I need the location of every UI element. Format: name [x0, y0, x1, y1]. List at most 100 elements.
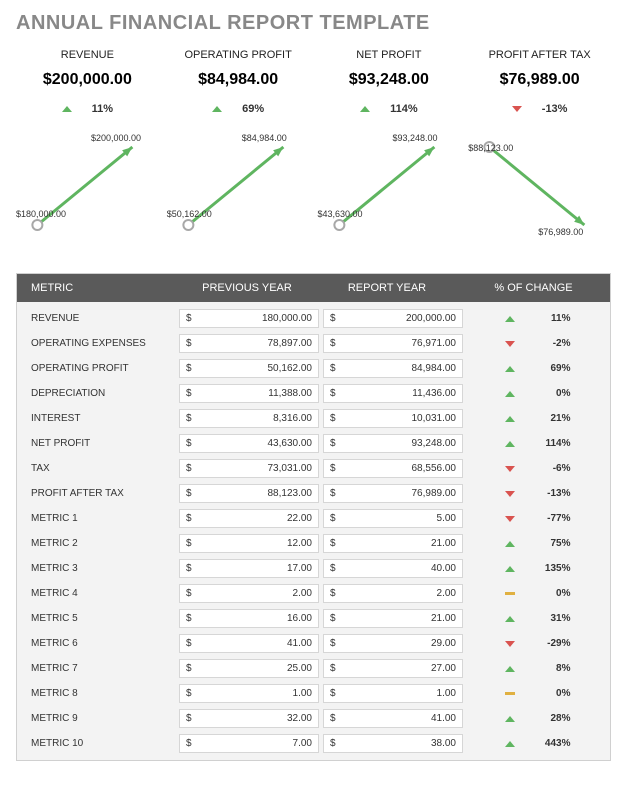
cell-change: 8% — [465, 663, 610, 674]
cell-current: $76,971.00 — [323, 334, 463, 353]
cell-previous: $12.00 — [179, 534, 319, 553]
cell-change: 75% — [465, 538, 610, 549]
metrics-table: METRIC PREVIOUS YEAR REPORT YEAR % OF CH… — [16, 273, 611, 761]
table-row: REVENUE$180,000.00$200,000.0011% — [17, 306, 610, 331]
cell-current: $21.00 — [323, 534, 463, 553]
arrow-up-icon — [505, 741, 515, 747]
table-body: REVENUE$180,000.00$200,000.0011%OPERATIN… — [17, 302, 610, 760]
spark-end-label: $93,248.00 — [393, 133, 438, 143]
cell-previous: $41.00 — [179, 634, 319, 653]
cell-change: 69% — [465, 363, 610, 374]
cell-metric: TAX — [17, 463, 177, 474]
cell-change: 28% — [465, 713, 610, 724]
table-row: METRIC 3$17.00$40.00135% — [17, 556, 610, 581]
arrow-up-icon — [505, 566, 515, 572]
table-row: METRIC 5$16.00$21.0031% — [17, 606, 610, 631]
arrow-flat-icon — [505, 592, 515, 595]
kpi-card: REVENUE$200,000.0011% — [16, 49, 159, 115]
kpi-label: PROFIT AFTER TAX — [468, 49, 611, 61]
kpi-label: OPERATING PROFIT — [167, 49, 310, 61]
cell-metric: OPERATING EXPENSES — [17, 338, 177, 349]
arrow-flat-icon — [505, 692, 515, 695]
cell-metric: METRIC 9 — [17, 713, 177, 724]
cell-current: $2.00 — [323, 584, 463, 603]
table-row: DEPRECIATION$11,388.00$11,436.000% — [17, 381, 610, 406]
cell-previous: $8,316.00 — [179, 409, 319, 428]
table-header: METRIC PREVIOUS YEAR REPORT YEAR % OF CH… — [17, 274, 610, 302]
spark-end-label: $84,984.00 — [242, 133, 287, 143]
page-title: ANNUAL FINANCIAL REPORT TEMPLATE — [16, 12, 611, 35]
cell-change: 135% — [465, 563, 610, 574]
kpi-label: NET PROFIT — [318, 49, 461, 61]
cell-change: -77% — [465, 513, 610, 524]
cell-current: $84,984.00 — [323, 359, 463, 378]
kpi-sparkline: $88,123.00$76,989.00 — [468, 125, 611, 245]
table-row: PROFIT AFTER TAX$88,123.00$76,989.00-13% — [17, 481, 610, 506]
arrow-up-icon — [505, 541, 515, 547]
table-row: METRIC 4$2.00$2.000% — [17, 581, 610, 606]
table-row: NET PROFIT$43,630.00$93,248.00114% — [17, 431, 610, 456]
arrow-up-icon — [360, 106, 370, 112]
kpi-value: $84,984.00 — [167, 71, 310, 89]
cell-change: 21% — [465, 413, 610, 424]
header-change: % OF CHANGE — [457, 282, 610, 294]
cell-current: $40.00 — [323, 559, 463, 578]
cell-previous: $78,897.00 — [179, 334, 319, 353]
cell-current: $93,248.00 — [323, 434, 463, 453]
cell-metric: METRIC 10 — [17, 738, 177, 749]
cell-change: 31% — [465, 613, 610, 624]
cell-current: $27.00 — [323, 659, 463, 678]
cell-current: $11,436.00 — [323, 384, 463, 403]
kpi-sparkline: $180,000.00$200,000.00 — [16, 125, 159, 245]
cell-metric: METRIC 2 — [17, 538, 177, 549]
arrow-up-icon — [212, 106, 222, 112]
cell-previous: $50,162.00 — [179, 359, 319, 378]
cell-previous: $17.00 — [179, 559, 319, 578]
cell-change: -13% — [465, 488, 610, 499]
kpi-card: PROFIT AFTER TAX$76,989.00-13% — [468, 49, 611, 115]
arrow-down-icon — [512, 106, 522, 112]
cell-change: -2% — [465, 338, 610, 349]
cell-previous: $22.00 — [179, 509, 319, 528]
table-row: OPERATING PROFIT$50,162.00$84,984.0069% — [17, 356, 610, 381]
cell-previous: $11,388.00 — [179, 384, 319, 403]
cell-metric: REVENUE — [17, 313, 177, 324]
spark-start-label: $50,162.00 — [167, 209, 212, 219]
table-row: METRIC 10$7.00$38.00443% — [17, 731, 610, 756]
cell-previous: $1.00 — [179, 684, 319, 703]
cell-previous: $16.00 — [179, 609, 319, 628]
kpi-row: REVENUE$200,000.0011% OPERATING PROFIT $84… — [16, 49, 611, 115]
cell-change: 11% — [465, 313, 610, 324]
table-row: INTEREST$8,316.00$10,031.0021% — [17, 406, 610, 431]
table-row: OPERATING EXPENSES$78,897.00$76,971.00-2… — [17, 331, 610, 356]
cell-change: -29% — [465, 638, 610, 649]
cell-previous: $2.00 — [179, 584, 319, 603]
header-curr: REPORT YEAR — [317, 282, 457, 294]
cell-metric: METRIC 6 — [17, 638, 177, 649]
kpi-change: 69% — [167, 103, 310, 115]
cell-previous: $73,031.00 — [179, 459, 319, 478]
kpi-change: 11% — [16, 103, 159, 115]
spark-start-label: $43,630.00 — [318, 209, 363, 219]
header-prev: PREVIOUS YEAR — [177, 282, 317, 294]
arrow-down-icon — [505, 641, 515, 647]
arrow-up-icon — [505, 316, 515, 322]
cell-current: $76,989.00 — [323, 484, 463, 503]
arrow-down-icon — [505, 516, 515, 522]
cell-metric: METRIC 7 — [17, 663, 177, 674]
cell-current: $38.00 — [323, 734, 463, 753]
table-row: METRIC 9$32.00$41.0028% — [17, 706, 610, 731]
cell-metric: INTEREST — [17, 413, 177, 424]
kpi-card: OPERATING PROFIT $84,984.00 69% — [167, 49, 310, 115]
cell-previous: $88,123.00 — [179, 484, 319, 503]
cell-metric: METRIC 4 — [17, 588, 177, 599]
kpi-change: -13% — [468, 103, 611, 115]
table-row: METRIC 1$22.00$5.00-77% — [17, 506, 610, 531]
kpi-change: 114% — [318, 103, 461, 115]
cell-previous: $32.00 — [179, 709, 319, 728]
spark-end-label: $200,000.00 — [91, 133, 141, 143]
cell-current: $5.00 — [323, 509, 463, 528]
cell-change: 114% — [465, 438, 610, 449]
header-metric: METRIC — [17, 282, 177, 294]
sparkline-row: $180,000.00$200,000.00 $50,162.00 $84,984.… — [16, 125, 611, 245]
